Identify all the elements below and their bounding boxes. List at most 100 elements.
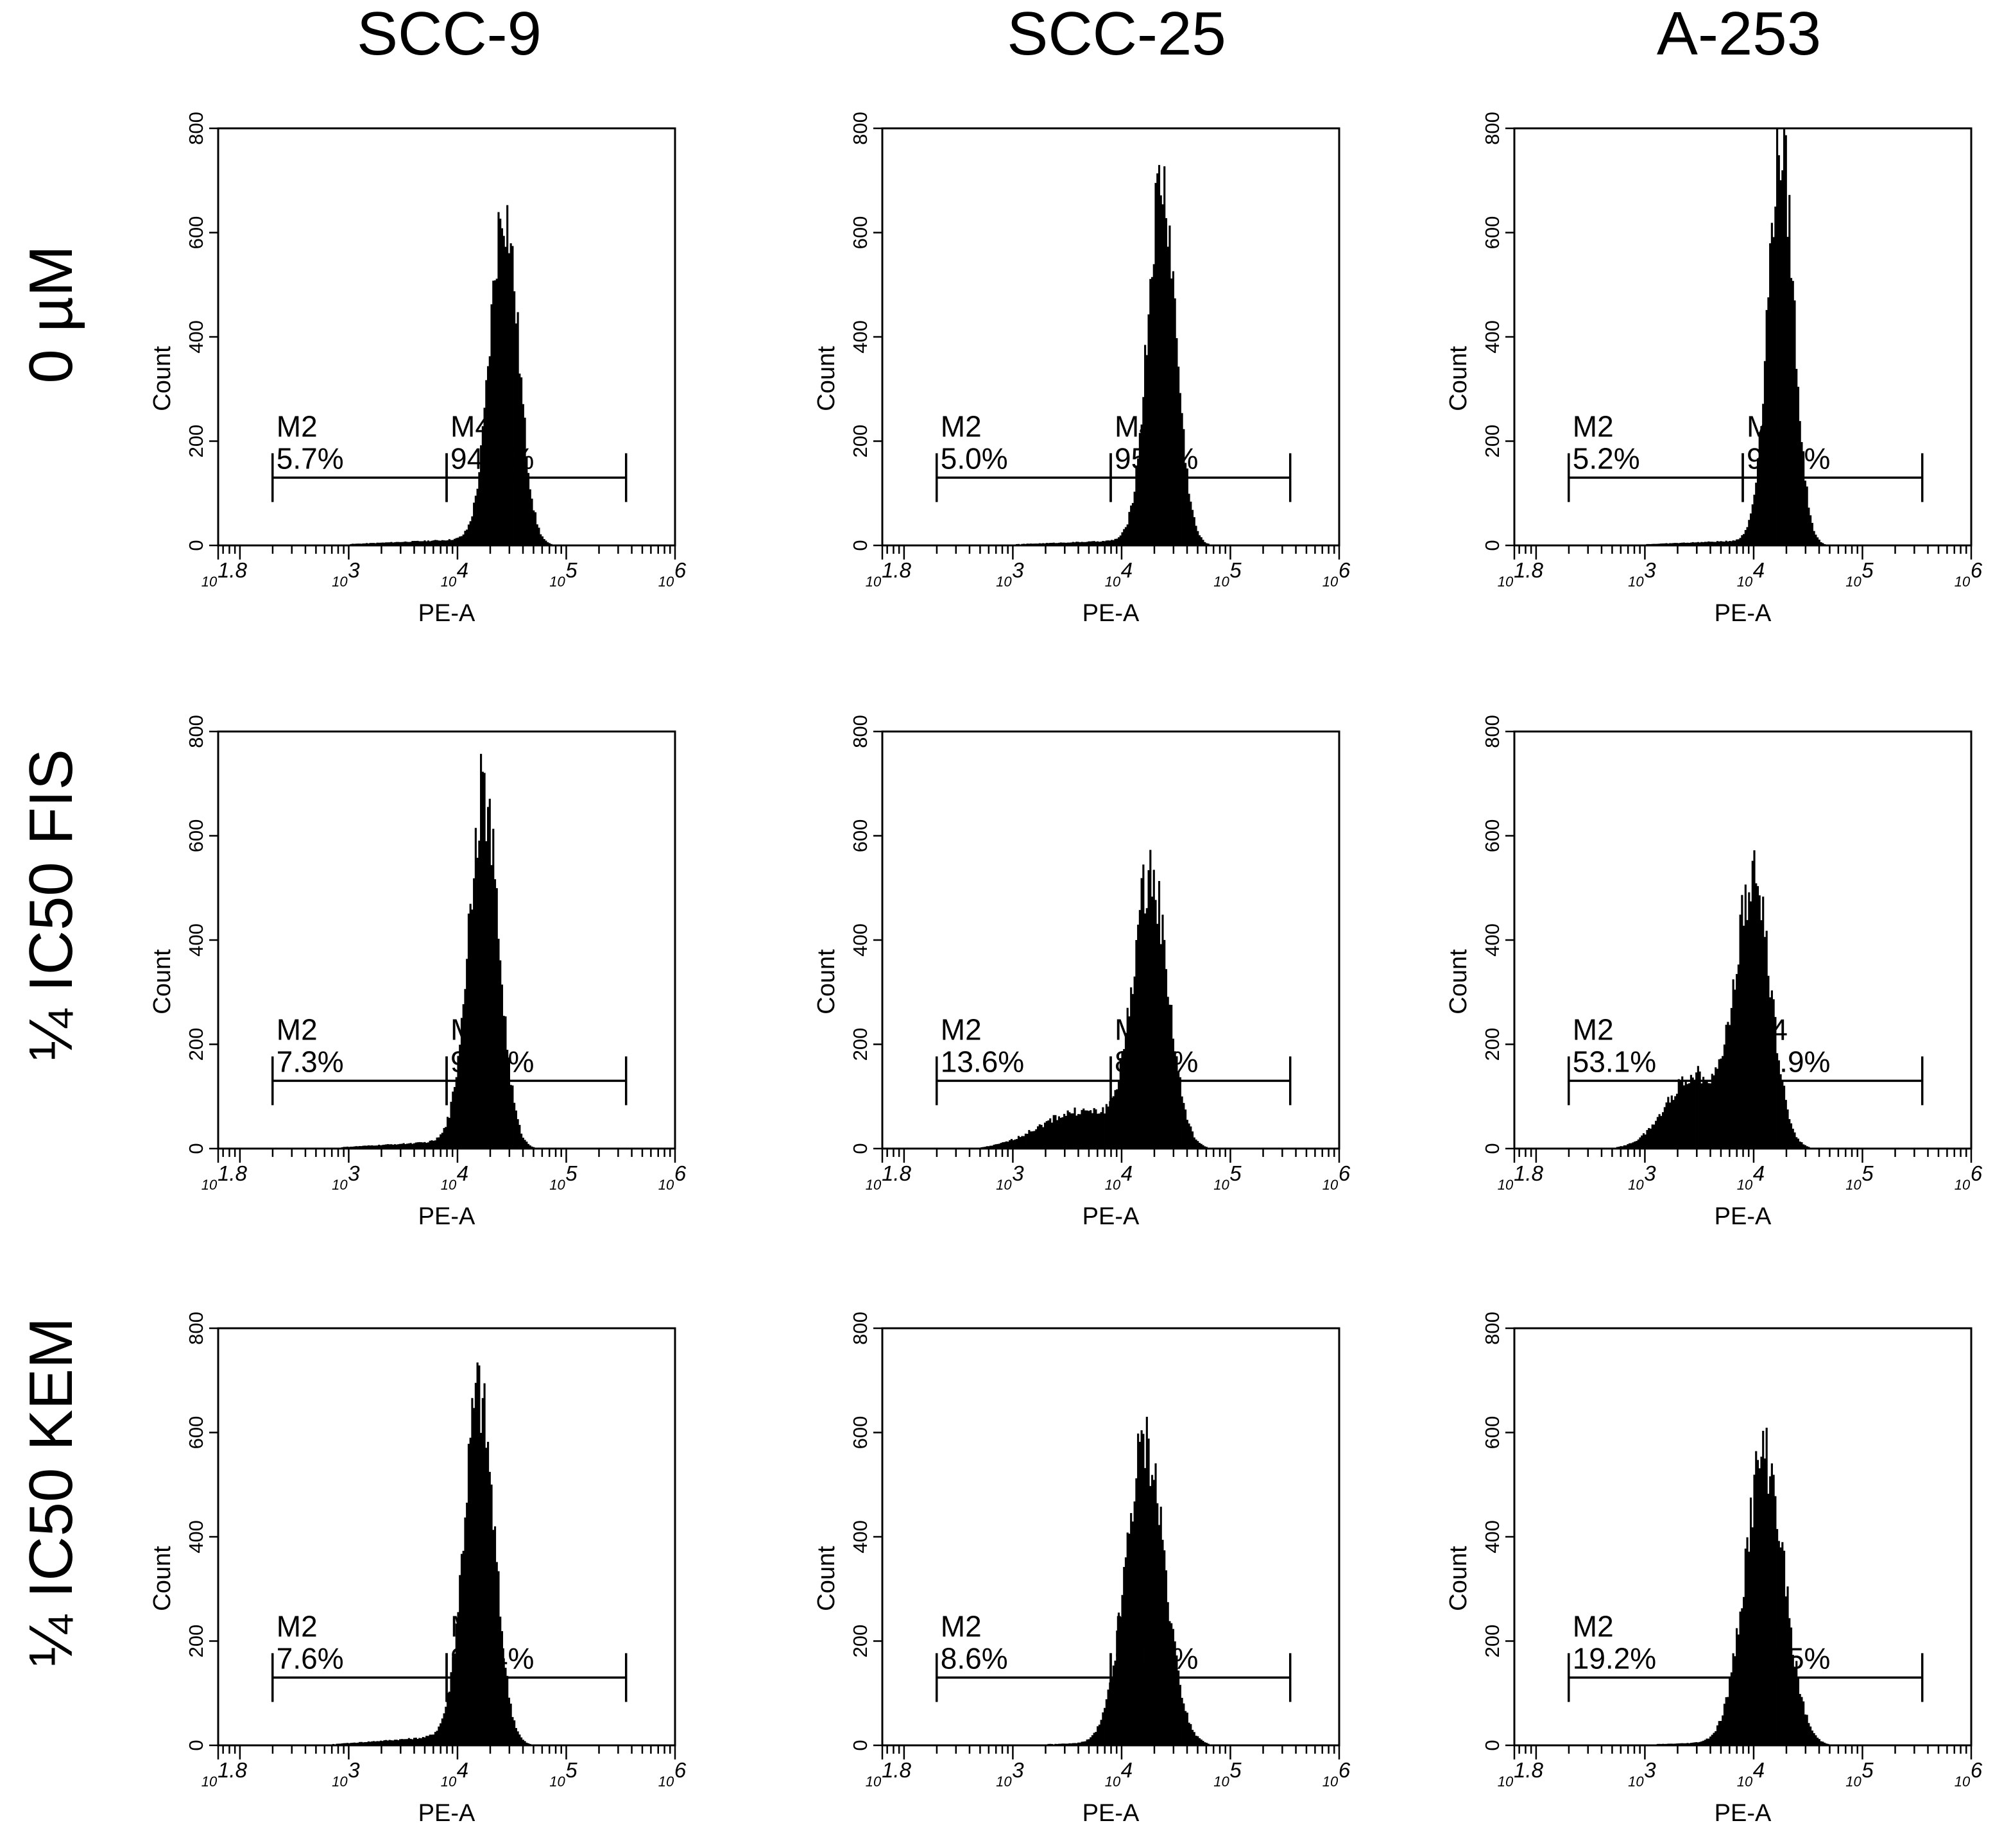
histogram-bin xyxy=(1702,1740,1705,1745)
histogram-bin xyxy=(1167,997,1169,1149)
histogram-bin xyxy=(1144,913,1147,1149)
histogram-bin xyxy=(352,1742,354,1745)
x-tick-label-exponent: 3 xyxy=(1012,1161,1024,1185)
gate-m4-percent: 80.5% xyxy=(1747,1641,1830,1675)
histogram-bin xyxy=(1128,511,1131,545)
histogram-bin xyxy=(1123,1567,1125,1745)
histogram-bin xyxy=(441,1133,443,1149)
histogram-bin xyxy=(443,1127,445,1149)
histogram-bin xyxy=(427,540,430,545)
histogram-bin xyxy=(1743,925,1745,1149)
histogram-bin xyxy=(367,543,370,545)
histogram-bin xyxy=(1677,1743,1680,1745)
histogram-bin xyxy=(1656,1116,1659,1149)
histogram-bin xyxy=(1790,1627,1793,1745)
histogram-bin xyxy=(1715,1067,1717,1149)
plot-frame-outline xyxy=(881,730,1340,1150)
y-tick-label: 600 xyxy=(1481,1416,1503,1450)
histogram-bin xyxy=(1075,542,1078,545)
histogram-bin xyxy=(1704,542,1706,545)
y-tick-label: 0 xyxy=(1481,1143,1503,1154)
x-tick-label-base: 10 xyxy=(1737,1177,1753,1193)
histogram-bin xyxy=(1017,1136,1020,1149)
histogram-bin xyxy=(1056,1120,1059,1149)
histogram-bin xyxy=(418,1738,421,1745)
histogram-bin xyxy=(1749,1497,1752,1745)
histogram-bin xyxy=(1158,1525,1161,1745)
histogram-bin xyxy=(1152,1480,1155,1745)
histogram-bin xyxy=(383,1740,386,1745)
histogram-bin xyxy=(1030,1131,1032,1149)
histogram-bin xyxy=(1172,1038,1174,1149)
histogram-bin xyxy=(1088,1111,1090,1149)
histogram-bin xyxy=(1090,541,1092,545)
histogram-bin xyxy=(1172,271,1174,545)
histogram-bin xyxy=(1729,541,1731,545)
histogram-bin xyxy=(1677,543,1680,545)
x-tick-label-base: 10 xyxy=(1845,1774,1861,1790)
histogram-bin xyxy=(388,1740,391,1745)
gate-m4 xyxy=(1741,1056,1924,1106)
histogram-bin xyxy=(424,540,426,545)
histogram-bin xyxy=(1770,990,1773,1149)
histogram-bin xyxy=(1165,969,1168,1149)
histogram-bin xyxy=(1663,543,1666,545)
x-tick-label-base: 10 xyxy=(1955,1177,1971,1193)
histogram-bin xyxy=(1100,1720,1102,1745)
x-tick-label-base: 10 xyxy=(1105,1177,1121,1193)
histogram-bin xyxy=(1149,1485,1152,1745)
histogram-bin xyxy=(1783,1550,1786,1745)
histogram-bin xyxy=(434,1140,436,1149)
x-tick-label: 10 1.8 xyxy=(201,1161,248,1193)
histogram-bin xyxy=(366,543,368,545)
histogram-bin xyxy=(1174,1641,1176,1745)
x-tick-label-exponent: 4 xyxy=(457,558,468,582)
x-tick-label-exponent: 3 xyxy=(348,1758,360,1782)
histogram-bin xyxy=(490,865,493,1149)
histogram-bin xyxy=(1084,542,1087,545)
histogram-bin xyxy=(504,1016,507,1149)
histogram-bin xyxy=(1177,366,1180,545)
histogram-bin xyxy=(445,1706,447,1745)
histogram-bin xyxy=(1093,1108,1095,1149)
histogram-bin xyxy=(406,1143,409,1149)
histogram-bin xyxy=(997,1143,999,1149)
x-tick-label-exponent: 5 xyxy=(1861,1758,1874,1782)
x-axis-label: PE-A xyxy=(1715,600,1772,627)
histogram-bin xyxy=(438,1137,440,1149)
histogram-series xyxy=(1047,1416,1210,1745)
histogram-bin xyxy=(467,524,470,545)
histogram-bin xyxy=(1154,900,1157,1149)
histogram-bin xyxy=(460,1553,463,1745)
histogram-bin xyxy=(425,1736,428,1745)
histogram-bin xyxy=(517,1731,519,1745)
histogram-bin xyxy=(1753,494,1756,545)
histogram-bin xyxy=(515,1110,517,1149)
histogram-bin xyxy=(474,828,477,1149)
histogram-bin xyxy=(540,534,542,545)
x-tick-label: 10 6 xyxy=(1322,558,1351,590)
histogram-bin xyxy=(1697,1742,1699,1745)
histogram-bin xyxy=(497,938,500,1149)
plot-frame-outline xyxy=(217,1327,676,1747)
histogram-bin xyxy=(1021,1136,1023,1149)
histogram-bin xyxy=(467,913,470,1149)
histogram-bin xyxy=(1168,225,1171,545)
histogram-bin xyxy=(1799,421,1801,545)
histogram-bin xyxy=(1133,976,1136,1149)
histogram-bin xyxy=(343,1743,345,1745)
histogram-bin xyxy=(1784,1100,1787,1149)
histogram-bin xyxy=(420,541,423,545)
gate-m2-name: M2 xyxy=(1573,409,1614,443)
histogram-bin xyxy=(1649,1128,1652,1149)
histogram-bin xyxy=(1084,1110,1087,1149)
histogram-bin xyxy=(1065,1116,1067,1149)
histogram-bin xyxy=(1823,1742,1826,1745)
histogram-bin xyxy=(1695,1742,1698,1745)
histogram-bin xyxy=(1818,539,1820,545)
histogram-bin xyxy=(1000,1143,1002,1149)
x-tick-label-base: 10 xyxy=(1737,574,1753,590)
x-tick-label: 10 6 xyxy=(1955,558,1983,590)
histogram-bin xyxy=(1074,542,1076,545)
